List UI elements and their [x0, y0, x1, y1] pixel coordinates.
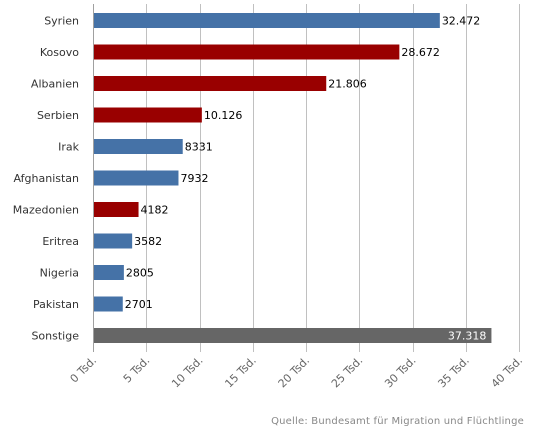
source-note: Quelle: Bundesamt für Migration und Flüc…	[271, 416, 524, 427]
bar	[94, 76, 327, 91]
value-label: 3582	[134, 235, 162, 248]
category-label: Serbien	[37, 109, 79, 122]
value-label: 4182	[141, 204, 169, 217]
category-label: Eritrea	[42, 235, 79, 248]
x-tick-label: 15 Tsd.	[222, 354, 258, 390]
bar	[94, 233, 133, 249]
value-label: 32.472	[442, 15, 481, 28]
value-label: 2701	[125, 298, 153, 311]
category-label: Sonstige	[31, 330, 79, 343]
bar	[94, 13, 440, 28]
value-label: 2805	[126, 267, 154, 280]
x-tick-label: 25 Tsd.	[329, 354, 365, 390]
x-tick-label: 30 Tsd.	[382, 354, 418, 390]
x-tick-label: 5 Tsd.	[121, 354, 153, 386]
x-tick-label: 35 Tsd.	[435, 354, 471, 390]
x-tick-label: 20 Tsd.	[276, 354, 312, 390]
bar	[94, 44, 400, 60]
category-label: Nigeria	[40, 267, 79, 280]
category-label: Albanien	[31, 78, 79, 91]
value-label: 21.806	[328, 78, 367, 91]
category-label: Kosovo	[40, 46, 79, 59]
x-tick-label: 10 Tsd.	[169, 354, 205, 390]
value-label: 37.318	[448, 330, 487, 343]
x-tick-label: 0 Tsd.	[68, 354, 100, 386]
bar	[94, 202, 139, 217]
bar	[94, 170, 179, 186]
category-label: Afghanistan	[14, 172, 80, 185]
category-label: Syrien	[44, 15, 79, 28]
bar	[94, 107, 202, 123]
value-label: 7932	[180, 172, 208, 185]
bar	[94, 296, 123, 312]
bar	[94, 265, 124, 280]
category-label: Mazedonien	[13, 204, 79, 217]
value-label: 28.672	[401, 46, 440, 59]
x-tick-label: 40 Tsd.	[489, 354, 525, 390]
bar	[94, 328, 492, 343]
value-label: 8331	[185, 141, 213, 154]
category-label: Irak	[58, 141, 80, 154]
category-label: Pakistan	[33, 298, 79, 311]
value-label: 10.126	[204, 109, 243, 122]
bar	[94, 139, 183, 154]
